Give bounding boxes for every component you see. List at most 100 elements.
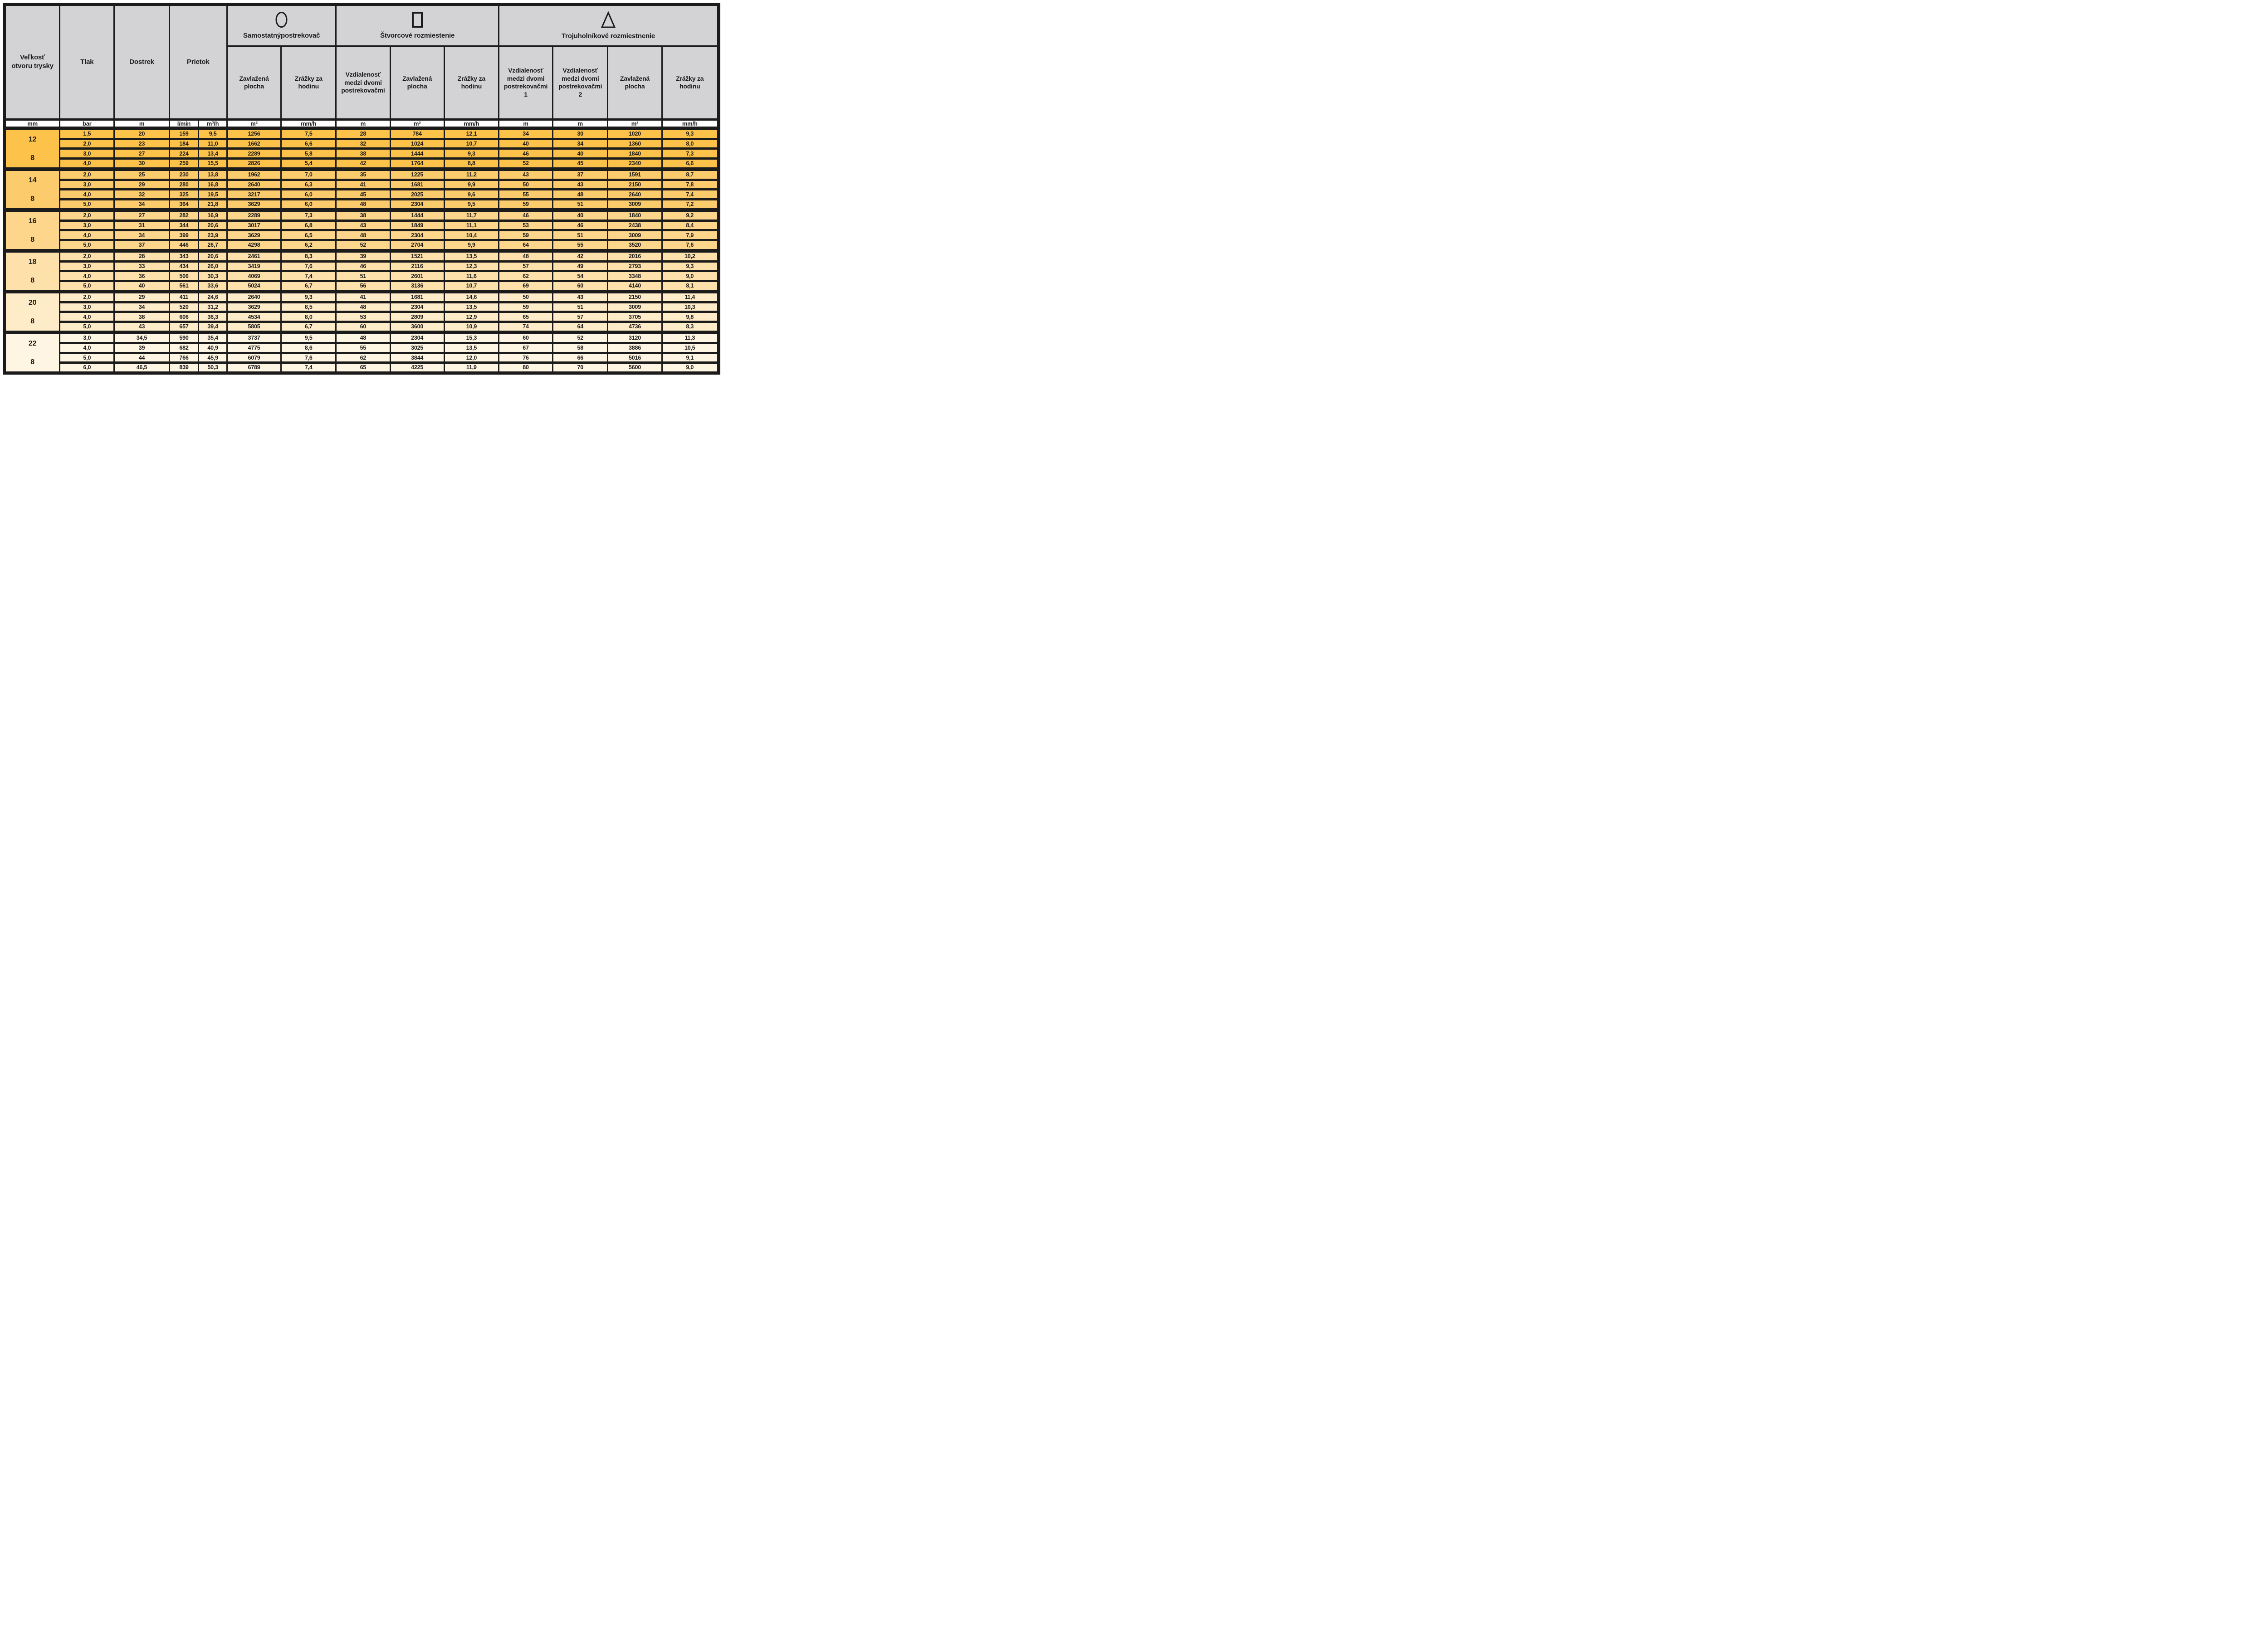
tri-distance-2-cell: 55 bbox=[552, 239, 609, 252]
square-precip-cell: 9,9 bbox=[443, 178, 499, 191]
range-cell: 30 bbox=[113, 157, 170, 171]
square-distance-cell: 38 bbox=[335, 208, 391, 222]
flow-lmin-cell: 259 bbox=[168, 157, 200, 171]
tri-distance-1-cell: 57 bbox=[498, 260, 554, 273]
range-cell: 32 bbox=[113, 188, 170, 200]
group-header-square-layout: Štvorcové rozmiestenie bbox=[335, 4, 499, 47]
tri-distance-1-cell: 50 bbox=[498, 178, 554, 191]
flow-m3h-cell: 40,9 bbox=[198, 341, 228, 354]
square-distance-cell: 56 bbox=[335, 279, 391, 293]
tri-precip-cell: 11,3 bbox=[661, 330, 720, 345]
square-area-cell: 1681 bbox=[389, 178, 445, 191]
pressure-cell: 4,0 bbox=[59, 188, 115, 200]
range-cell: 28 bbox=[113, 249, 170, 263]
tri-distance-1-cell: 69 bbox=[498, 279, 554, 293]
unit-flow-m3h: m³/h bbox=[198, 118, 228, 130]
single-area-cell: 1662 bbox=[226, 137, 282, 150]
square-area-cell: 3136 bbox=[389, 279, 445, 293]
header-nozzle-size: Veľkosť otvoru trysky bbox=[3, 4, 61, 120]
range-cell: 44 bbox=[113, 351, 170, 364]
tri-precip-cell: 8,0 bbox=[661, 137, 720, 150]
single-precip-cell: 7,4 bbox=[280, 361, 337, 374]
tri-distance-2-cell: 46 bbox=[552, 219, 609, 232]
square-precip-cell: 9,5 bbox=[443, 198, 499, 211]
pressure-cell: 2,0 bbox=[59, 289, 115, 303]
tri-distance-2-cell: 51 bbox=[552, 229, 609, 241]
nozzle-size-stack: 18 8 bbox=[6, 254, 59, 289]
square-precip-cell: 10,7 bbox=[443, 279, 499, 293]
unit-square-distance: m bbox=[335, 118, 391, 130]
square-distance-cell: 28 bbox=[335, 126, 391, 140]
subheader-tri-area: Zavlažená plocha bbox=[607, 45, 663, 120]
unit-pressure: bar bbox=[59, 118, 115, 130]
single-area-cell: 5024 bbox=[226, 279, 282, 293]
square-icon bbox=[411, 11, 424, 28]
square-distance-cell: 43 bbox=[335, 219, 391, 232]
range-cell: 23 bbox=[113, 137, 170, 150]
single-precip-cell: 8,6 bbox=[280, 341, 337, 354]
square-area-cell: 1444 bbox=[389, 208, 445, 222]
single-area-cell: 2640 bbox=[226, 289, 282, 303]
single-precip-cell: 5,8 bbox=[280, 147, 337, 160]
flow-lmin-cell: 657 bbox=[168, 320, 200, 334]
nozzle-size-stack: 14 8 bbox=[6, 173, 59, 208]
nozzle-size-stack: 22 8 bbox=[6, 336, 59, 371]
pressure-cell: 5,0 bbox=[59, 279, 115, 293]
single-precip-cell: 9,5 bbox=[280, 330, 337, 345]
square-precip-cell: 12,0 bbox=[443, 351, 499, 364]
range-cell: 34,5 bbox=[113, 330, 170, 345]
nozzle-size-cell: 18 8 bbox=[3, 249, 61, 293]
flow-m3h-cell: 39,4 bbox=[198, 320, 228, 334]
square-precip-cell: 12,9 bbox=[443, 311, 499, 323]
pressure-cell: 1,5 bbox=[59, 126, 115, 140]
nozzle-size-cell: 22 8 bbox=[3, 331, 61, 374]
flow-m3h-cell: 31,2 bbox=[198, 301, 228, 313]
square-area-cell: 2704 bbox=[389, 239, 445, 252]
tri-distance-1-cell: 67 bbox=[498, 341, 554, 354]
unit-square-area: m² bbox=[389, 118, 445, 130]
range-cell: 46,5 bbox=[113, 361, 170, 374]
tri-distance-1-cell: 80 bbox=[498, 361, 554, 374]
single-area-cell: 1962 bbox=[226, 167, 282, 181]
tri-precip-cell: 9,3 bbox=[661, 126, 720, 140]
flow-lmin-cell: 159 bbox=[168, 126, 200, 140]
tri-distance-2-cell: 40 bbox=[552, 208, 609, 222]
pressure-cell: 3,0 bbox=[59, 301, 115, 313]
nozzle-size-primary: 22 bbox=[28, 339, 37, 347]
square-precip-cell: 14,6 bbox=[443, 289, 499, 303]
square-area-cell: 1444 bbox=[389, 147, 445, 160]
tri-distance-1-cell: 59 bbox=[498, 301, 554, 313]
square-area-cell: 4225 bbox=[389, 361, 445, 374]
single-area-cell: 2640 bbox=[226, 178, 282, 191]
nozzle-size-primary: 18 bbox=[28, 258, 37, 266]
tri-precip-cell: 7,6 bbox=[661, 239, 720, 252]
tri-distance-1-cell: 76 bbox=[498, 351, 554, 364]
single-area-cell: 5805 bbox=[226, 320, 282, 334]
tri-distance-1-cell: 53 bbox=[498, 219, 554, 232]
tri-precip-cell: 9,0 bbox=[661, 270, 720, 282]
square-precip-cell: 12,1 bbox=[443, 126, 499, 140]
nozzle-size-secondary: 8 bbox=[30, 195, 34, 203]
tri-distance-2-cell: 64 bbox=[552, 320, 609, 334]
flow-lmin-cell: 506 bbox=[168, 270, 200, 282]
range-cell: 38 bbox=[113, 311, 170, 323]
flow-m3h-cell: 36,3 bbox=[198, 311, 228, 323]
flow-lmin-cell: 434 bbox=[168, 260, 200, 273]
single-precip-cell: 6,2 bbox=[280, 239, 337, 252]
range-cell: 25 bbox=[113, 167, 170, 181]
square-precip-cell: 12,3 bbox=[443, 260, 499, 273]
group-title-single: Samostatnýpostrekovač bbox=[243, 32, 320, 40]
square-precip-cell: 13,5 bbox=[443, 341, 499, 354]
nozzle-size-secondary: 8 bbox=[30, 154, 34, 162]
tri-distance-2-cell: 37 bbox=[552, 167, 609, 181]
pressure-cell: 2,0 bbox=[59, 137, 115, 150]
square-precip-cell: 11,9 bbox=[443, 361, 499, 374]
square-area-cell: 3025 bbox=[389, 341, 445, 354]
nozzle-size-cell: 20 8 bbox=[3, 290, 61, 334]
flow-lmin-cell: 230 bbox=[168, 167, 200, 181]
square-area-cell: 1521 bbox=[389, 249, 445, 263]
tri-area-cell: 1591 bbox=[607, 167, 663, 181]
square-precip-cell: 11,7 bbox=[443, 208, 499, 222]
subheader-tri-distance-2: Vzdialenosť medzi dvomi postrekovačmi 2 bbox=[552, 45, 609, 120]
tri-precip-cell: 9,2 bbox=[661, 208, 720, 222]
